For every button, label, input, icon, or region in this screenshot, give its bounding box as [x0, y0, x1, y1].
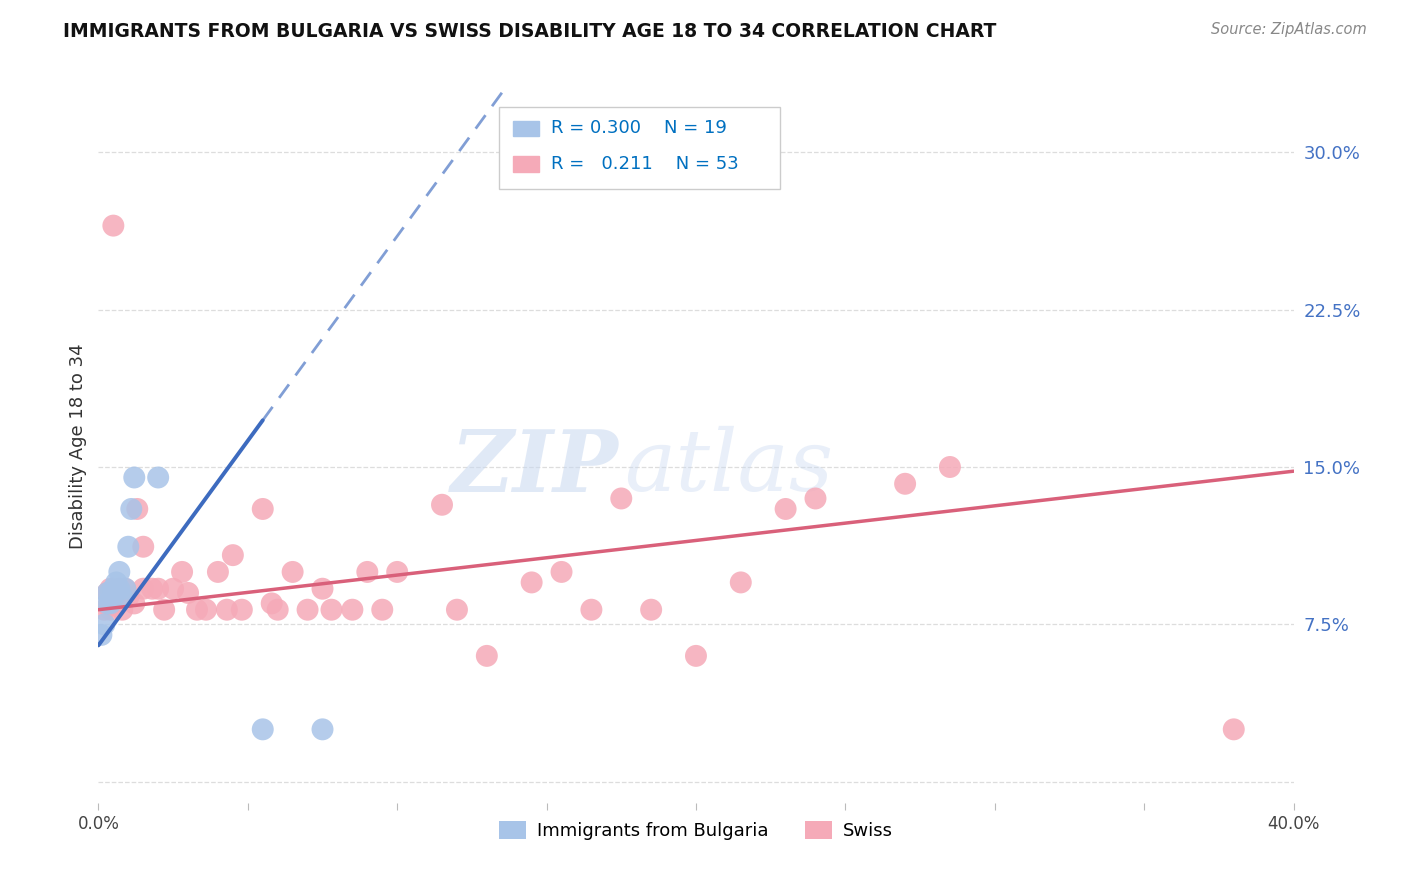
Point [939, 460, 962, 475]
Point [117, 540, 139, 554]
Y-axis label: Disability Age 18 to 34: Disability Age 18 to 34 [69, 343, 87, 549]
Point [581, 603, 603, 617]
Point [96, 596, 118, 610]
Point [98, 603, 122, 617]
Point [610, 491, 633, 506]
Point [114, 582, 136, 596]
Legend: Immigrants from Bulgaria, Swiss: Immigrants from Bulgaria, Swiss [492, 814, 900, 847]
Point [252, 502, 274, 516]
Point [430, 498, 453, 512]
Text: ZIP: ZIP [450, 425, 619, 509]
Point [281, 565, 304, 579]
Point [124, 596, 146, 610]
Point [141, 582, 163, 596]
Point [267, 603, 290, 617]
Point [550, 565, 572, 579]
Point [520, 575, 543, 590]
Point [98, 582, 122, 596]
Point [108, 582, 131, 596]
Point [108, 565, 131, 579]
Point [311, 582, 333, 596]
Point [148, 582, 170, 596]
Point [132, 540, 155, 554]
Point [93, 603, 115, 617]
Point [730, 575, 752, 590]
Text: R = 0.300    N = 19: R = 0.300 N = 19 [551, 120, 727, 137]
Point [93, 617, 115, 632]
Point [252, 723, 274, 737]
Point [148, 470, 170, 484]
Point [1223, 723, 1246, 737]
Bar [513, 156, 540, 172]
Point [446, 603, 468, 617]
Point [172, 565, 194, 579]
Point [297, 603, 319, 617]
Point [162, 582, 184, 596]
Point [311, 723, 333, 737]
Point [103, 219, 125, 233]
Point [98, 596, 122, 610]
Point [96, 586, 118, 600]
Point [111, 603, 134, 617]
Point [222, 548, 245, 562]
Point [117, 590, 139, 604]
Point [640, 603, 662, 617]
Text: R =   0.211    N = 53: R = 0.211 N = 53 [551, 155, 740, 173]
Point [127, 502, 149, 516]
Point [321, 603, 343, 617]
Point [685, 648, 707, 663]
Point [96, 586, 118, 600]
Point [98, 586, 122, 600]
Point [132, 582, 155, 596]
Point [90, 628, 112, 642]
Point [177, 586, 200, 600]
Point [103, 596, 125, 610]
Point [371, 603, 394, 617]
Bar [513, 120, 540, 136]
Point [124, 470, 146, 484]
Text: Source: ZipAtlas.com: Source: ZipAtlas.com [1211, 22, 1367, 37]
Point [195, 603, 218, 617]
Point [120, 502, 142, 516]
Point [103, 590, 125, 604]
Point [105, 586, 128, 600]
Point [103, 582, 125, 596]
FancyBboxPatch shape [499, 107, 780, 189]
Text: atlas: atlas [624, 426, 834, 508]
Point [775, 502, 797, 516]
Point [385, 565, 409, 579]
Point [105, 575, 128, 590]
Point [153, 603, 176, 617]
Point [207, 565, 229, 579]
Point [894, 476, 917, 491]
Point [804, 491, 827, 506]
Point [260, 596, 283, 610]
Point [356, 565, 378, 579]
Point [186, 603, 208, 617]
Point [475, 648, 498, 663]
Point [231, 603, 253, 617]
Text: IMMIGRANTS FROM BULGARIA VS SWISS DISABILITY AGE 18 TO 34 CORRELATION CHART: IMMIGRANTS FROM BULGARIA VS SWISS DISABI… [63, 22, 997, 41]
Point [111, 590, 134, 604]
Point [114, 582, 136, 596]
Point [215, 603, 238, 617]
Point [342, 603, 364, 617]
Point [108, 582, 131, 596]
